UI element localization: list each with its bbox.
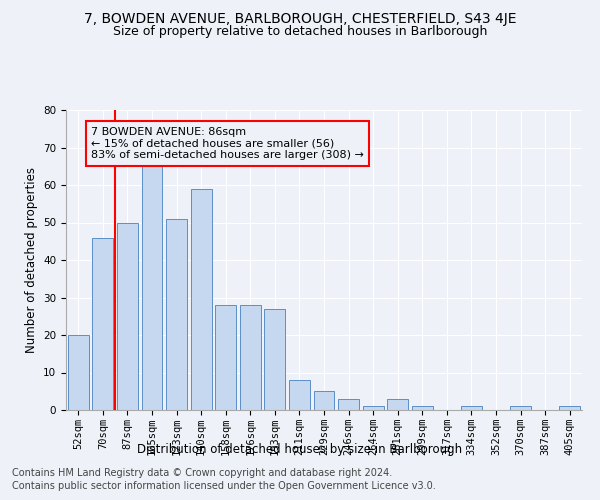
Bar (68, 335, 89, 410)
Bar (338, 399, 359, 410)
Bar (387, 399, 408, 410)
Bar (314, 391, 334, 410)
Bar (461, 406, 482, 410)
Bar (412, 406, 433, 410)
Bar (191, 188, 212, 410)
Bar (117, 222, 138, 410)
Bar (240, 305, 261, 410)
Text: 7 BOWDEN AVENUE: 86sqm
← 15% of detached houses are smaller (56)
83% of semi-det: 7 BOWDEN AVENUE: 86sqm ← 15% of detached… (91, 127, 364, 160)
Bar (142, 162, 163, 410)
Bar (92, 238, 113, 410)
Text: Distribution of detached houses by size in Barlborough: Distribution of detached houses by size … (137, 442, 463, 456)
Bar (559, 406, 580, 410)
Text: Contains public sector information licensed under the Open Government Licence v3: Contains public sector information licen… (12, 481, 436, 491)
Y-axis label: Number of detached properties: Number of detached properties (25, 167, 38, 353)
Bar (510, 406, 531, 410)
Text: Contains HM Land Registry data © Crown copyright and database right 2024.: Contains HM Land Registry data © Crown c… (12, 468, 392, 477)
Bar (289, 380, 310, 410)
Bar (215, 305, 236, 410)
Text: Size of property relative to detached houses in Barlborough: Size of property relative to detached ho… (113, 25, 487, 38)
Bar (265, 308, 286, 410)
Text: 7, BOWDEN AVENUE, BARLBOROUGH, CHESTERFIELD, S43 4JE: 7, BOWDEN AVENUE, BARLBOROUGH, CHESTERFI… (84, 12, 516, 26)
Bar (362, 406, 383, 410)
Bar (166, 219, 187, 410)
